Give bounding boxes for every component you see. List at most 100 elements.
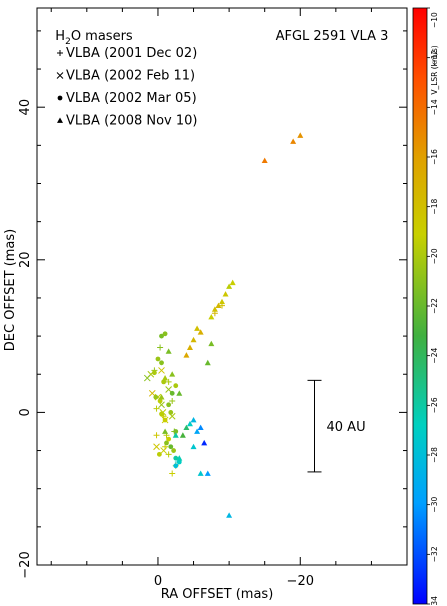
chart-title: AFGL 2591 VLA 3 <box>276 29 389 44</box>
data-point-dot <box>161 379 167 385</box>
data-point-dot <box>153 394 159 400</box>
colorbar-tick-label: −24 <box>430 348 439 364</box>
data-point-plus <box>153 405 160 412</box>
data-point-triangle <box>215 302 222 308</box>
legend-title: H2O masers <box>55 29 133 47</box>
plot-frame <box>36 7 408 566</box>
data-point-triangle <box>211 306 218 312</box>
scale-bar: 40 AU <box>307 379 366 473</box>
legend-marker-triangle <box>57 117 63 123</box>
data-point-plus <box>165 451 172 458</box>
data-points <box>143 132 304 518</box>
data-point-triangle <box>219 298 225 305</box>
data-point-triangle <box>204 359 211 366</box>
data-point-dot <box>159 333 164 339</box>
data-point-dot <box>176 459 182 465</box>
data-point-triangle <box>201 439 208 446</box>
data-point-triangle <box>290 138 297 144</box>
data-point-triangle <box>165 348 172 354</box>
data-point-plus <box>153 432 160 439</box>
data-point-triangle <box>186 420 193 427</box>
data-point-plus <box>169 470 176 477</box>
colorbar-tick-label: −22 <box>430 298 439 314</box>
colorbar-tick-label: −26 <box>430 397 439 413</box>
legend: VLBA (2001 Dec 02) VLBA (2002 Feb 11) VLBA… <box>56 46 198 129</box>
data-point-cross <box>143 374 151 382</box>
plot-border <box>36 7 408 566</box>
data-point-triangle <box>190 443 197 450</box>
data-point-triangle <box>183 352 190 358</box>
data-point-triangle <box>190 336 197 343</box>
data-point-dot <box>173 383 179 389</box>
legend-marker-cross <box>56 72 64 79</box>
y-tick-label: 20 <box>18 252 33 269</box>
data-point-triangle <box>226 283 233 289</box>
data-point-triangle <box>197 470 204 476</box>
data-point-dot <box>173 463 179 469</box>
data-point-dot <box>171 448 177 453</box>
data-point-triangle <box>176 390 183 396</box>
colorbar-tick-label: −20 <box>430 248 439 264</box>
y-tick-label: 0 <box>18 408 33 416</box>
data-point-triangle <box>172 432 179 438</box>
data-point-triangle <box>194 325 201 331</box>
data-point-triangle <box>162 428 169 434</box>
data-point-triangle <box>176 455 183 461</box>
data-point-plus <box>157 344 164 351</box>
colorbar-tick-label: −34 <box>430 596 439 606</box>
data-point-triangle <box>190 417 197 423</box>
data-point-triangle <box>261 157 268 164</box>
data-point-triangle <box>169 371 176 377</box>
colorbar-tick-label: −14 <box>430 99 439 115</box>
data-point-triangle <box>226 512 233 518</box>
data-point-triangle <box>162 375 169 381</box>
data-point-dot <box>168 409 174 415</box>
legend-label: VLBA (2008 Nov 10) <box>66 114 198 129</box>
data-point-dot <box>162 331 168 337</box>
data-point-dot <box>166 436 172 442</box>
legend-label: VLBA (2002 Mar 05) <box>66 91 197 106</box>
data-point-dot <box>155 356 161 362</box>
data-point-triangle <box>158 394 165 400</box>
data-point-dot <box>173 429 179 434</box>
data-point-triangle <box>186 344 193 350</box>
colorbar-tick-label: −12 <box>430 50 439 66</box>
colorbar: −12 −14 −16 −18 −20 −22 −24 −26 −28 −30 −32 −34 −10 V… <box>412 7 439 606</box>
axis-ticks: 0 −20 −20 0 20 40 <box>18 8 408 589</box>
data-point-cross <box>158 367 165 374</box>
data-point-triangle <box>208 314 215 320</box>
data-point-dot <box>169 390 175 396</box>
data-point-plus <box>165 378 172 385</box>
colorbar-tick-label: −32 <box>430 546 439 562</box>
data-point-dot <box>159 360 164 366</box>
colorbar-tick-label: −18 <box>430 199 439 215</box>
colorbar-tick-label: −10 <box>430 12 439 28</box>
data-point-triangle <box>208 340 215 347</box>
data-point-dot <box>162 417 168 423</box>
data-point-triangle <box>297 132 304 138</box>
data-point-cross <box>153 443 160 451</box>
data-point-triangle <box>197 424 204 431</box>
data-point-triangle <box>222 291 229 297</box>
data-point-triangle <box>229 279 236 286</box>
data-point-dot <box>164 440 169 446</box>
data-point-dot <box>173 455 179 461</box>
scale-bar-label: 40 AU <box>327 420 366 435</box>
data-point-dot <box>159 411 164 417</box>
y-tick-label: −20 <box>18 551 33 578</box>
data-point-dot <box>166 402 172 408</box>
y-tick-label: 40 <box>18 99 33 116</box>
colorbar-tick-label: −28 <box>430 447 439 463</box>
legend-marker-plus <box>57 50 63 56</box>
colorbar-tick-label: −16 <box>430 149 439 165</box>
data-point-triangle <box>179 432 186 438</box>
x-tick-label: 0 <box>154 574 162 589</box>
data-point-dot <box>157 398 163 404</box>
y-axis-label: DEC OFFSET (mas) <box>3 229 18 351</box>
legend-label: VLBA (2001 Dec 02) <box>66 46 197 61</box>
x-axis-label: RA OFFSET (mas) <box>161 587 274 602</box>
data-point-triangle <box>197 329 204 335</box>
data-point-dot <box>152 370 157 376</box>
x-tick-label: −20 <box>287 574 314 589</box>
colorbar-gradient <box>412 7 428 605</box>
